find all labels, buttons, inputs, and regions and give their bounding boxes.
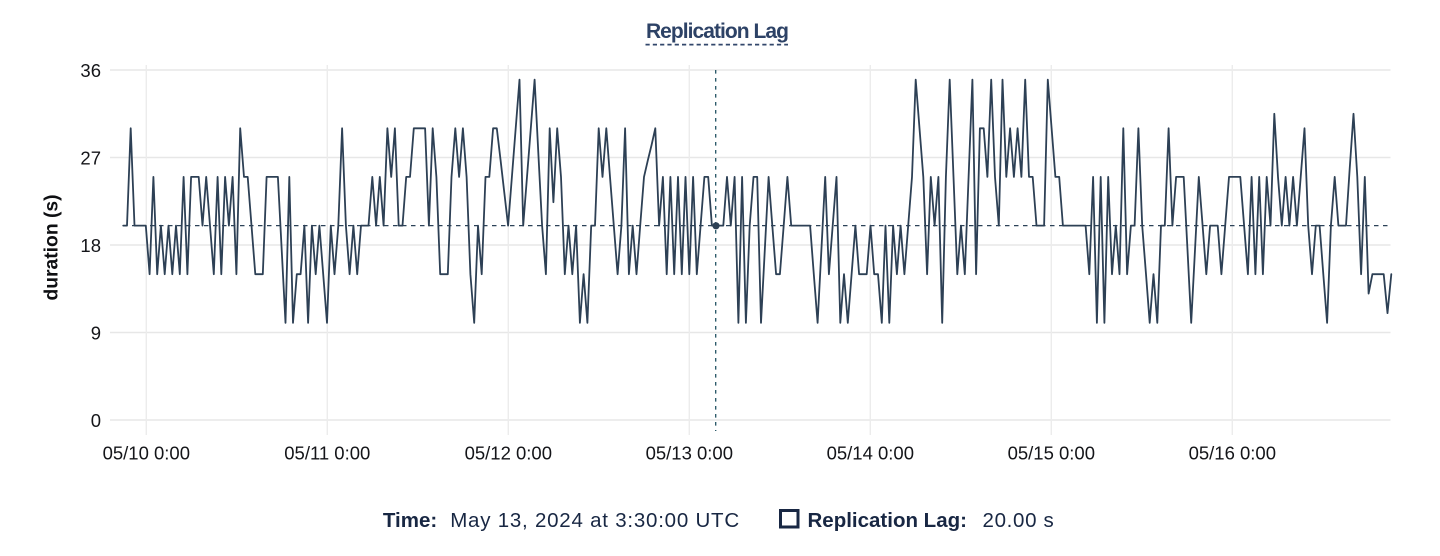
svg-text:05/13 0:00: 05/13 0:00	[646, 443, 733, 464]
svg-text:18: 18	[80, 235, 101, 256]
svg-text:Replication Lag:: Replication Lag:	[808, 509, 967, 532]
svg-text:9: 9	[91, 322, 101, 343]
svg-text:05/16 0:00: 05/16 0:00	[1189, 443, 1276, 464]
svg-text:duration (s): duration (s)	[42, 194, 63, 300]
svg-text:May 13, 2024 at 3:30:00 UTC: May 13, 2024 at 3:30:00 UTC	[450, 509, 740, 532]
svg-text:0: 0	[91, 410, 101, 431]
svg-text:Replication Lag: Replication Lag	[646, 20, 788, 43]
svg-text:05/12 0:00: 05/12 0:00	[465, 443, 552, 464]
svg-text:20.00 s: 20.00 s	[983, 509, 1055, 532]
svg-text:05/11 0:00: 05/11 0:00	[284, 443, 370, 464]
svg-text:05/14 0:00: 05/14 0:00	[827, 443, 914, 464]
svg-text:Time:: Time:	[383, 509, 437, 532]
svg-text:27: 27	[80, 147, 101, 168]
svg-text:05/15 0:00: 05/15 0:00	[1008, 443, 1095, 464]
svg-text:05/10 0:00: 05/10 0:00	[103, 443, 190, 464]
svg-text:36: 36	[80, 60, 101, 81]
